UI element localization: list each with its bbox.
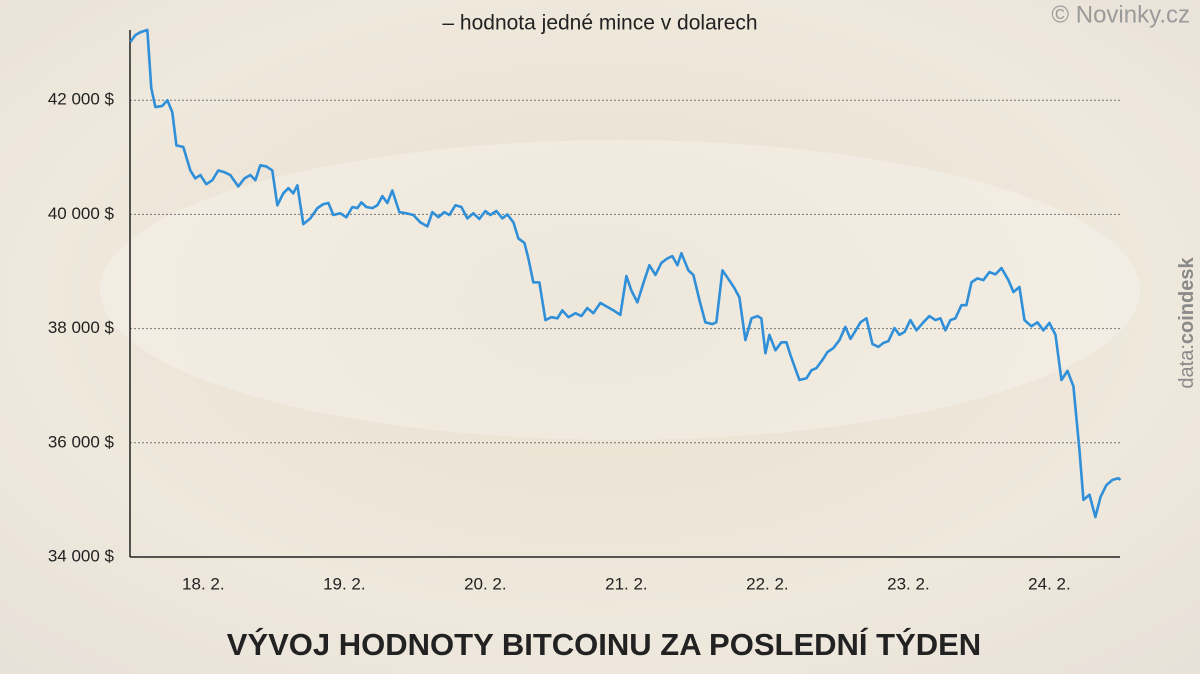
source-label: data: (1176, 344, 1198, 388)
x-tick-label: 20. 2. (464, 574, 507, 593)
y-tick-label: 42 000 $ (48, 90, 115, 109)
x-tick-label: 18. 2. (182, 574, 225, 593)
x-tick-label: 21. 2. (605, 574, 648, 593)
x-tick-label: 24. 2. (1028, 574, 1071, 593)
y-tick-label: 38 000 $ (48, 318, 115, 337)
source-name: coindesk (1176, 257, 1198, 345)
coin-decoration (100, 140, 1140, 440)
credit: © Novinky.cz (1051, 1, 1190, 28)
price-line (129, 28, 1122, 519)
x-tick-label: 23. 2. (887, 574, 930, 593)
y-tick-label: 40 000 $ (48, 204, 115, 223)
subtitle: – hodnota jedné mince v dolarech (442, 12, 757, 35)
source: data:coindesk (1176, 257, 1198, 389)
chart-title: VÝVOJ HODNOTY BITCOINU ZA POSLEDNÍ TÝDEN (227, 627, 981, 662)
x-tick-label: 22. 2. (746, 574, 789, 593)
x-tick-label: 19. 2. (323, 574, 366, 593)
y-tick-label: 36 000 $ (48, 432, 115, 451)
y-tick-label: 34 000 $ (48, 546, 115, 565)
plot: 34 000 $ 36 000 $ 38 000 $ 40 000 $ 42 000 $… (48, 28, 1122, 593)
